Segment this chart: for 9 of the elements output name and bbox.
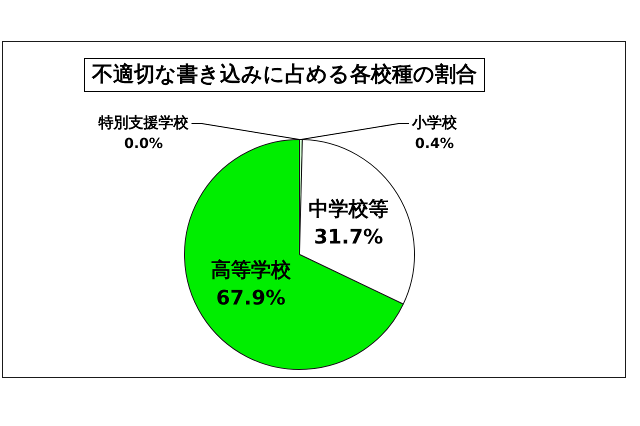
slice-label: 高等学校	[210, 257, 292, 282]
text: 0.0%	[124, 136, 163, 152]
slice-label: 小学校	[410, 113, 458, 132]
data-label: 31.7%	[314, 224, 384, 249]
category-label: 特別支援学校	[98, 113, 188, 132]
slice-label: 中学校等	[308, 196, 389, 221]
chart-title: 不適切な書き込みに占める各校種の割合	[84, 58, 485, 92]
data-label: 0.4%	[415, 136, 454, 152]
data-label: 67.9%	[216, 285, 286, 310]
